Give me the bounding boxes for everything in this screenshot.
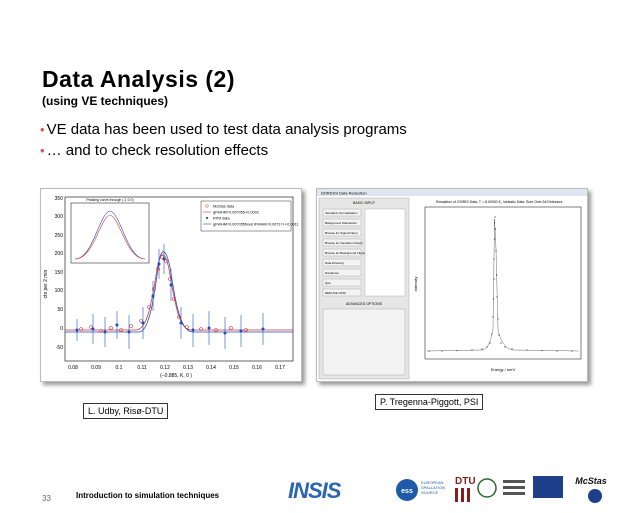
bullet-dot-icon: • — [40, 143, 45, 158]
y-tick-label: 50 — [57, 307, 63, 313]
x-tick-label: 0.15 — [229, 365, 239, 371]
panel-header: BASIC INPUT — [353, 201, 376, 205]
right-figure-caption: P. Tregenna-Piggott, PSI — [375, 394, 484, 410]
right-figure: DDRDSS Data Reduction BASIC INPUT Vanadi… — [316, 188, 588, 382]
panel-buttons: Vanadium Normalisation Background Subtra… — [322, 208, 406, 297]
legend: McStas data gFWHM=0.007055+0.0002 RITA d… — [200, 200, 299, 232]
bullet-text: … and to check resolution effects — [46, 142, 269, 159]
psi-logo-icon — [503, 480, 525, 495]
y-tick-label: 0 — [60, 326, 63, 332]
insis-logo: INSIS — [288, 478, 341, 503]
plot-xlabel: Energy / meV — [491, 367, 516, 372]
advanced-header: ADVANCED OPTIONS — [346, 302, 383, 306]
x-tick-label: 0.1 — [116, 365, 123, 371]
legend-entry: McStas data — [213, 205, 235, 209]
bullet-text: VE data has been used to test data analy… — [46, 121, 407, 138]
bullet-list: • VE data has been used to test data ana… — [40, 119, 407, 161]
slide-subtitle: (using VE techniques) — [42, 94, 169, 108]
x-tick-label: 0.13 — [183, 365, 193, 371]
ess-text-line: SPALLATION — [421, 485, 445, 490]
y-tick-label: 150 — [55, 270, 64, 276]
panel-button-label: Background Subtraction — [325, 221, 357, 225]
software-screenshot: DDRDSS Data Reduction BASIC INPUT Vanadi… — [317, 189, 587, 380]
bullet-item: • … and to check resolution effects — [40, 140, 407, 161]
y-tick-label: 250 — [55, 233, 64, 239]
x-tick-label: 0.11 — [137, 365, 147, 371]
y-axis-label: cts per 2 min — [43, 269, 49, 298]
panel-button-label: REDUCE DATA — [325, 291, 346, 295]
inset-plot: Peaking curve through (-1 0 0) — [70, 198, 150, 264]
partner-logos: ess EUROPEAN SPALLATION SOURCE DTU McSta… — [395, 470, 625, 508]
mcstas-data-points — [79, 255, 248, 333]
y-tick-label: 350 — [55, 196, 64, 202]
svg-text:ess: ess — [401, 488, 413, 495]
x-axis-label: (−0.885, K, 0 ) — [160, 373, 192, 379]
bullet-dot-icon: • — [40, 122, 45, 137]
legend-entry: gFWHM=0.007055fixed lFWHM=0.00717+/-0.00… — [213, 223, 299, 227]
mcstas-emblem-icon — [588, 489, 602, 503]
legend-entry: RITA data — [213, 217, 230, 221]
panel-button-label: Data Directory — [325, 261, 345, 265]
footer-text: Introduction to simulation techniques — [76, 491, 220, 500]
panel-button-label: Browse for Background File(s) — [325, 251, 365, 255]
inset-title: Peaking curve through (-1 0 0) — [86, 198, 133, 202]
slide-title: Data Analysis (2) — [42, 66, 235, 92]
legend-entry: gFWHM=0.007055+0.0002 — [213, 211, 259, 215]
y-tick-label: 300 — [55, 214, 64, 220]
panel-button-label: Browse for Vanadium File(s) — [325, 241, 363, 245]
left-figure-caption: L. Udby, Risø-DTU — [83, 403, 169, 419]
panel-button-label: Vanadium Normalisation — [325, 211, 358, 215]
ess-text-line: EUROPEAN — [421, 480, 444, 485]
x-tick-label: 0.08 — [68, 365, 78, 371]
panel-button-label: Browse for Signal File(s) — [325, 231, 358, 235]
dtu-logo: DTU — [455, 476, 476, 487]
rita-data-points — [75, 244, 265, 349]
y-tick-label: -50 — [56, 345, 63, 351]
nordic-logo-icon — [533, 476, 563, 498]
logos-strip: ess EUROPEAN SPALLATION SOURCE DTU McSta… — [396, 476, 607, 503]
y-tick-label: 200 — [55, 251, 64, 257]
page-number: 33 — [42, 494, 51, 503]
left-plot: 350 300 250 200 150 100 50 0 -50 0.08 0.… — [43, 196, 299, 379]
ess-text-line: SOURCE — [421, 490, 438, 495]
window-title: DDRDSS Data Reduction — [321, 191, 367, 196]
x-tick-label: 0.14 — [206, 365, 216, 371]
y-tick-label: 100 — [55, 288, 64, 294]
panel-button-label: Quit — [325, 281, 331, 285]
mcstas-fit-line — [65, 254, 293, 331]
left-figure: 350 300 250 200 150 100 50 0 -50 0.08 0.… — [40, 188, 302, 382]
plot-title: Simulation of OSIRIS Data, T = 8.00000 K… — [436, 200, 563, 204]
plot-ylabel: Intensity — [413, 277, 418, 292]
x-tick-label: 0.17 — [275, 365, 285, 371]
x-tick-label: 0.09 — [91, 365, 101, 371]
seal-logo-icon — [477, 478, 497, 498]
panel-button-label: Disclaimer — [325, 271, 339, 275]
x-tick-label: 0.12 — [160, 365, 170, 371]
x-tick-label: 0.16 — [252, 365, 262, 371]
dtu-mark-icon — [455, 488, 470, 502]
osiris-curve — [426, 218, 580, 352]
mcstas-logo: McStas — [575, 476, 607, 486]
bullet-item: • VE data has been used to test data ana… — [40, 119, 407, 140]
ess-logo-icon — [396, 479, 418, 501]
